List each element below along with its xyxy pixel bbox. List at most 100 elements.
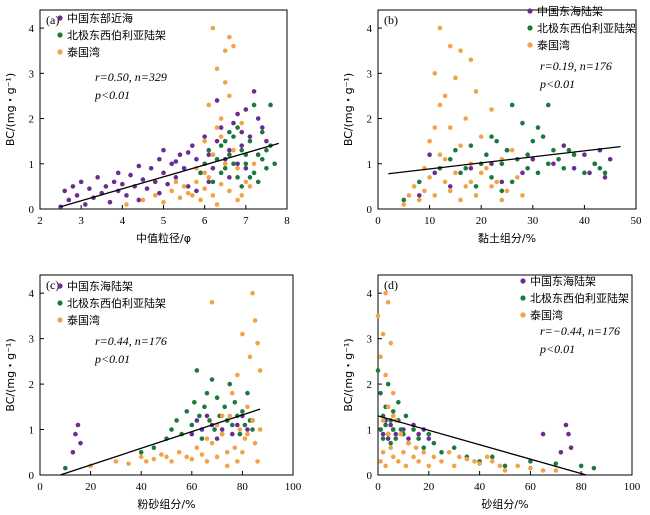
y-tick-label: 1 (367, 425, 373, 437)
point-series-2 (169, 459, 174, 464)
y-tick-label: 3 (29, 334, 35, 346)
point-series-2 (222, 161, 228, 167)
x-tick-label: 60 (525, 481, 537, 493)
point-series-0 (62, 188, 67, 194)
point-series-2 (176, 449, 182, 455)
point-series-0 (181, 165, 187, 171)
point-series-2 (257, 427, 263, 432)
point-series-1 (204, 390, 210, 396)
point-series-1 (566, 147, 572, 153)
legend-marker (57, 32, 63, 38)
point-series-1 (556, 156, 561, 162)
point-series-0 (520, 170, 525, 176)
point-series-1 (255, 179, 261, 185)
x-tick-label: 0 (375, 481, 381, 493)
x-tick-label: 20 (476, 215, 488, 227)
point-series-2 (224, 463, 230, 469)
point-series-1 (189, 422, 195, 428)
point-series-2 (378, 459, 383, 464)
point-series-0 (587, 170, 592, 176)
point-series-1 (268, 102, 273, 108)
point-series-0 (165, 181, 170, 187)
point-series-2 (447, 188, 453, 194)
legend-label: 中国东海陆架 (67, 279, 133, 293)
point-series-0 (239, 143, 245, 148)
point-series-2 (468, 179, 474, 185)
point-series-0 (210, 165, 216, 171)
point-series-2 (198, 197, 203, 203)
point-series-1 (401, 197, 407, 203)
point-series-0 (243, 107, 249, 112)
legend-label: 中国东海陆架 (530, 274, 596, 288)
point-series-1 (545, 161, 551, 167)
point-series-0 (406, 436, 411, 441)
point-series-0 (551, 161, 556, 167)
point-series-2 (442, 156, 448, 162)
point-series-1 (194, 368, 200, 373)
point-series-1 (255, 152, 261, 158)
point-series-1 (561, 165, 567, 171)
x-tick-label: 50 (631, 215, 643, 227)
point-series-1 (453, 147, 458, 153)
point-series-1 (411, 427, 416, 432)
point-series-2 (451, 463, 457, 469)
point-series-2 (199, 452, 205, 457)
x-tick-label: 40 (579, 215, 591, 227)
point-series-0 (66, 197, 72, 203)
point-series-2 (204, 459, 210, 464)
point-series-0 (427, 152, 432, 158)
point-series-1 (416, 436, 421, 441)
point-series-1 (431, 440, 437, 446)
point-series-0 (136, 197, 142, 203)
point-series-0 (157, 156, 162, 162)
point-series-0 (177, 152, 183, 158)
x-tick-label: 40 (474, 481, 486, 493)
point-series-1 (447, 156, 453, 162)
point-series-0 (144, 186, 150, 191)
point-series-2 (202, 186, 207, 191)
point-series-0 (70, 184, 76, 189)
point-series-2 (406, 193, 412, 198)
point-series-2 (235, 165, 240, 171)
point-series-2 (458, 197, 463, 203)
point-series-2 (421, 449, 427, 455)
point-series-1 (390, 427, 396, 432)
point-series-1 (535, 170, 541, 176)
point-series-0 (75, 422, 81, 428)
point-series-2 (390, 413, 396, 419)
point-series-2 (463, 116, 469, 121)
x-tick-label: 80 (237, 481, 249, 493)
point-series-2 (240, 331, 245, 337)
point-series-0 (489, 161, 494, 167)
point-series-2 (240, 449, 245, 455)
point-series-1 (385, 381, 391, 387)
point-series-1 (174, 418, 179, 423)
point-series-1 (227, 129, 232, 135)
point-series-0 (214, 98, 220, 103)
stat-p: p<0.01 (539, 342, 575, 356)
point-series-2 (239, 193, 245, 198)
point-series-0 (231, 120, 236, 126)
point-series-1 (398, 427, 404, 432)
point-series-0 (169, 161, 175, 167)
y-tick-label: 4 (367, 23, 373, 35)
point-series-1 (218, 170, 224, 176)
point-series-2 (472, 459, 477, 464)
point-series-2 (504, 188, 510, 194)
point-series-2 (235, 459, 240, 464)
point-series-0 (185, 150, 191, 155)
point-series-1 (206, 147, 212, 153)
point-series-1 (540, 134, 546, 139)
point-series-1 (227, 381, 233, 387)
point-series-1 (222, 404, 227, 410)
point-series-1 (525, 152, 530, 158)
point-series-0 (206, 179, 212, 185)
point-series-2 (113, 459, 119, 464)
x-tick-label: 0 (375, 215, 381, 227)
point-series-2 (446, 449, 452, 455)
x-axis-title: 中值粒径/φ (136, 231, 191, 245)
y-tick-label: 1 (29, 159, 35, 171)
y-tick-label: 3 (367, 334, 373, 346)
point-series-2 (218, 181, 224, 187)
point-series-2 (447, 125, 453, 130)
